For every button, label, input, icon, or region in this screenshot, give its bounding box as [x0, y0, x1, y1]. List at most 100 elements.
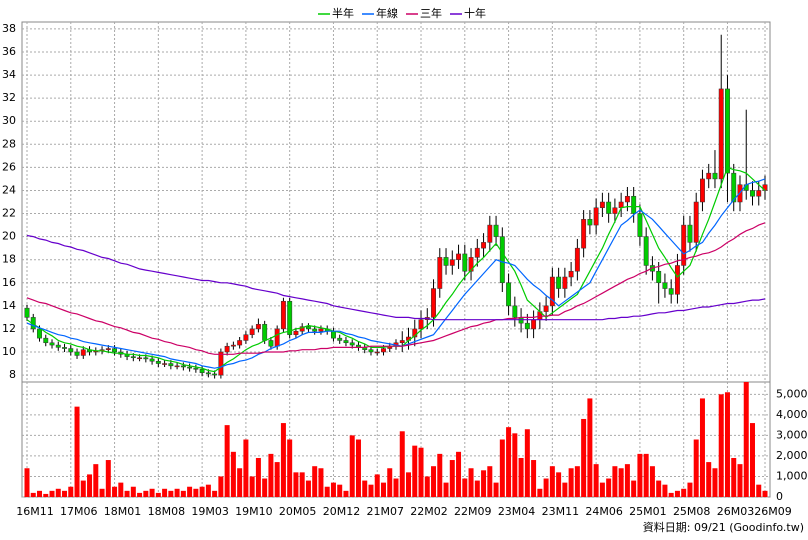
candle-body — [474, 247, 480, 258]
volume-bar — [218, 476, 224, 497]
x-tick-label: 20M12 — [323, 505, 361, 518]
volume-bar — [174, 488, 180, 497]
volume-bar — [168, 490, 174, 497]
candle-body — [593, 207, 599, 226]
candle-body — [712, 172, 718, 180]
volume-bar — [649, 466, 655, 497]
candle-body — [643, 236, 649, 266]
candle-body — [168, 363, 174, 367]
candle-body — [412, 328, 418, 338]
volume-bar — [512, 433, 518, 497]
x-tick-label: 18M01 — [104, 505, 142, 518]
y-tick-label: 16 — [2, 276, 16, 289]
volume-bar — [62, 490, 68, 497]
volume-bar — [130, 486, 136, 497]
candle-body — [230, 344, 236, 347]
candle-body — [62, 347, 67, 349]
candle-body — [549, 276, 555, 307]
candle-body — [456, 253, 461, 260]
candle-body — [612, 207, 618, 214]
candle-body — [681, 224, 687, 266]
y2-tick-label: 3,000 — [776, 428, 808, 441]
x-tick-label: 22M02 — [410, 505, 448, 518]
y2-tick-label: 5,000 — [776, 387, 808, 400]
volume-bar — [412, 445, 418, 497]
volume-bar — [418, 447, 424, 497]
x-tick-label: 26M03 — [717, 505, 755, 518]
x-tick-label: 19M03 — [191, 505, 229, 518]
candle-body — [287, 300, 293, 335]
candle-body — [249, 328, 255, 335]
y-tick-label: 14 — [2, 299, 16, 312]
volume-bar — [305, 480, 311, 497]
volume-bar — [674, 490, 680, 497]
volume-bar — [699, 398, 705, 497]
legend-label: 十年 — [464, 6, 486, 20]
volume-bar — [693, 439, 699, 497]
y2-tick-label: 0 — [776, 490, 783, 503]
y-tick-label: 12 — [2, 322, 16, 335]
volume-bar — [293, 472, 299, 497]
volume-bar — [656, 480, 662, 497]
candle-body — [112, 348, 118, 353]
volume-bar — [380, 482, 386, 497]
candle-body — [437, 257, 443, 289]
volume-bar — [618, 468, 624, 497]
volume-bar — [443, 482, 449, 497]
volume-bar — [543, 478, 549, 497]
volume-bar — [612, 466, 618, 497]
candle-body — [180, 365, 186, 368]
candle-body — [399, 340, 405, 344]
candle-body — [143, 357, 149, 360]
candle-body — [562, 276, 568, 289]
y2-tick-label: 1,000 — [776, 469, 808, 482]
candle-body — [137, 357, 143, 360]
y-tick-label: 30 — [2, 114, 16, 127]
candle-body — [731, 172, 737, 203]
volume-bar — [456, 451, 462, 497]
volume-bar — [99, 488, 105, 497]
candle-body — [631, 195, 637, 214]
volume-bar — [606, 478, 612, 497]
volume-bar — [474, 480, 480, 497]
candle-body — [374, 351, 380, 354]
candle-body — [543, 305, 549, 312]
candle-body — [55, 344, 61, 348]
candle-body — [624, 195, 630, 203]
candle-body — [130, 356, 136, 359]
volume-bar — [274, 462, 280, 497]
candle-body — [155, 360, 161, 364]
candle-body — [305, 326, 311, 330]
candle-body — [706, 172, 712, 180]
candle-body — [718, 88, 724, 180]
candle-body — [574, 247, 580, 272]
candle-body — [674, 265, 680, 295]
candle-body — [37, 328, 42, 339]
candle-body — [637, 213, 643, 237]
candle-body — [293, 330, 299, 335]
candle-body — [237, 340, 243, 346]
volume-bar — [756, 484, 762, 497]
volume-bar — [137, 492, 143, 497]
candle-body — [431, 288, 436, 318]
y-tick-label: 18 — [2, 253, 16, 266]
volume-bar — [749, 423, 755, 497]
candle-body — [174, 365, 180, 368]
volume-bar — [399, 431, 405, 497]
candle-body — [381, 348, 386, 353]
candle-body — [656, 270, 662, 284]
volume-bar — [462, 478, 468, 497]
candle-body — [299, 326, 305, 332]
volume-bar — [343, 490, 349, 497]
candle-body — [187, 366, 193, 369]
candle-body — [312, 328, 318, 332]
volume-bar — [112, 486, 118, 497]
volume-bar — [43, 493, 49, 497]
x-tick-label: 16M11 — [16, 505, 54, 518]
volume-bar — [355, 439, 361, 497]
volume-bar — [762, 490, 768, 497]
candle-body — [105, 348, 111, 350]
candle-body — [581, 219, 587, 249]
candle-body — [368, 349, 374, 353]
